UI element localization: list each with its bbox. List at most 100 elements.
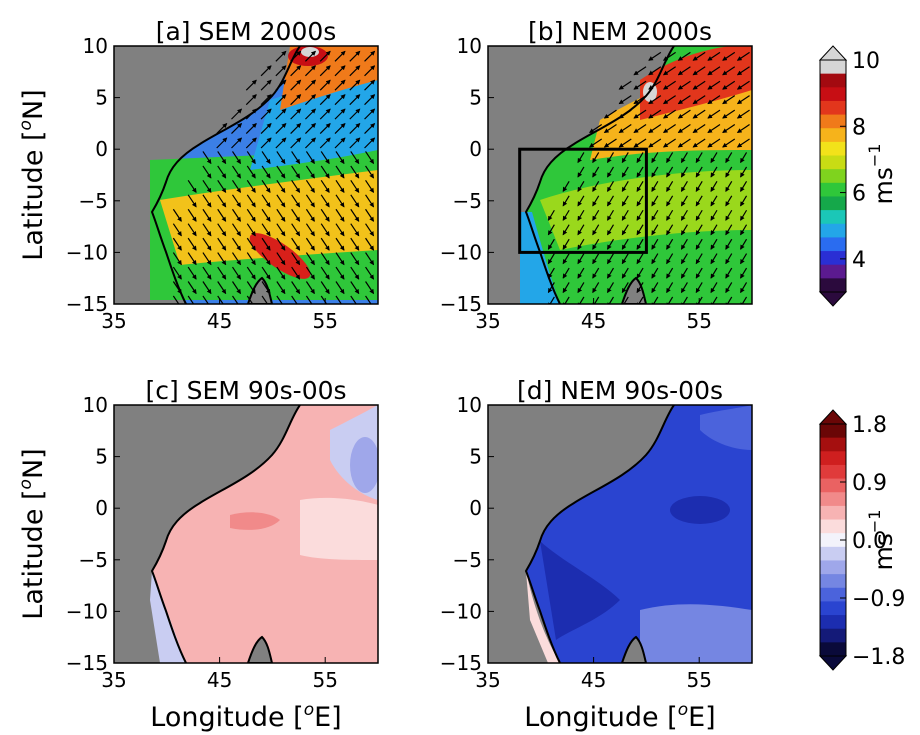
- wind-arrow: [621, 296, 629, 304]
- wind-arrow: [365, 252, 375, 266]
- wind-arrow: [335, 223, 345, 237]
- wind-arrow: [291, 266, 301, 280]
- wind-arrow: [319, 79, 331, 91]
- wind-arrow: [603, 124, 617, 134]
- wind-arrow: [692, 80, 706, 90]
- coastline: [150, 46, 301, 304]
- wind-arrow: [260, 137, 272, 149]
- diff-blue-core: [350, 437, 378, 493]
- wind-arrow: [633, 95, 647, 105]
- wind-arrow: [651, 253, 659, 265]
- wind-arrow: [365, 165, 375, 179]
- colorbar-segment: [820, 492, 846, 507]
- diff-dark-core: [670, 496, 730, 524]
- colorbar-segment: [820, 60, 846, 75]
- wind-arrow: [692, 124, 706, 134]
- colorbar-segment: [820, 519, 846, 534]
- wind-arrow: [245, 122, 257, 134]
- wind-arrow: [621, 224, 629, 236]
- wind-arrow: [231, 180, 241, 194]
- wind-arrow: [246, 180, 256, 194]
- wind-arrow: [364, 79, 376, 91]
- wind-arrow: [740, 195, 748, 207]
- wind-arrow: [662, 51, 676, 61]
- colorbar-segment: [820, 546, 846, 561]
- wind-arrow: [350, 252, 360, 266]
- wind-arrow: [291, 165, 301, 179]
- wind-arrow: [736, 51, 750, 61]
- wind-arrow: [695, 238, 703, 250]
- wind-arrow: [680, 282, 688, 294]
- wind-arrow: [335, 208, 345, 222]
- wind-arrow: [677, 124, 691, 134]
- wind-arrow: [202, 281, 212, 295]
- wind-arrow: [276, 208, 286, 222]
- wind-arrow: [636, 152, 644, 164]
- wind-arrow: [304, 94, 316, 106]
- wind-arrow: [187, 208, 197, 222]
- wind-arrow: [365, 180, 375, 194]
- wind-arrow: [304, 79, 316, 91]
- wind-arrow: [606, 195, 615, 207]
- wind-arrow: [261, 237, 271, 251]
- wind-arrow: [722, 138, 736, 148]
- wind-arrow: [577, 166, 585, 178]
- wind-arrow: [231, 165, 241, 179]
- wind-arrow: [662, 66, 676, 76]
- wind-arrow: [246, 237, 256, 251]
- wind-arrow: [577, 209, 585, 221]
- colorbar-segment: [820, 533, 846, 548]
- wind-arrow: [725, 195, 733, 207]
- wind-arrow: [680, 166, 688, 178]
- wind-arrow: [231, 223, 241, 237]
- wind-arrow: [276, 165, 286, 179]
- madagascar: [246, 635, 274, 663]
- wind-arrow: [710, 238, 718, 250]
- wind-arrow: [365, 208, 375, 222]
- wind-arrow: [217, 266, 227, 280]
- wind-arrow: [334, 108, 346, 120]
- wind-arrow: [592, 195, 600, 207]
- wind-arrow: [304, 50, 316, 62]
- wind-arrow: [621, 181, 629, 193]
- colorbar-segment: [820, 87, 846, 102]
- wind-arrow: [350, 151, 360, 165]
- colorbar-tick-label: 10: [852, 49, 880, 74]
- colorbar-tick-label: −0.9: [852, 587, 905, 612]
- wind-arrow: [187, 266, 197, 280]
- wind-arrow: [275, 94, 287, 106]
- colorbar-segment: [820, 278, 846, 293]
- wind-arrow: [304, 108, 316, 120]
- y-tick-label: −10: [440, 599, 482, 623]
- wind-arrow: [695, 195, 703, 207]
- x-tick-label: 55: [312, 309, 337, 333]
- wind-arrow: [695, 209, 703, 221]
- wind-arrow: [305, 295, 315, 304]
- wind-arrow: [275, 65, 287, 77]
- wind-arrow: [202, 194, 212, 208]
- wind-arrow: [648, 95, 662, 105]
- wind-arrow: [740, 152, 748, 164]
- wind-arrow: [577, 282, 585, 294]
- wind-arrow: [577, 195, 585, 207]
- wind-arrow: [320, 252, 330, 266]
- y-tick-label: −5: [453, 189, 482, 213]
- wind-arrow: [740, 282, 748, 294]
- wind-arrow: [231, 252, 241, 266]
- wind-arrow: [231, 295, 241, 304]
- wind-arrow: [335, 151, 345, 165]
- wind-arrow: [335, 194, 345, 208]
- panel-a: [a] SEM 2000s: [114, 17, 378, 304]
- wind-arrow: [350, 281, 360, 295]
- wind-arrow: [246, 223, 256, 237]
- wind-arrow: [710, 209, 718, 221]
- y-tick-label: 0: [95, 137, 108, 161]
- wind-arrow: [692, 138, 706, 148]
- wind-arrow: [276, 295, 286, 304]
- wind-arrow: [305, 252, 315, 266]
- wind-arrow: [695, 181, 703, 193]
- wind-arrow: [187, 281, 197, 295]
- panel-title: [a] SEM 2000s: [156, 17, 337, 46]
- y-tick-label: 5: [95, 445, 108, 469]
- wind-arrow: [562, 195, 570, 207]
